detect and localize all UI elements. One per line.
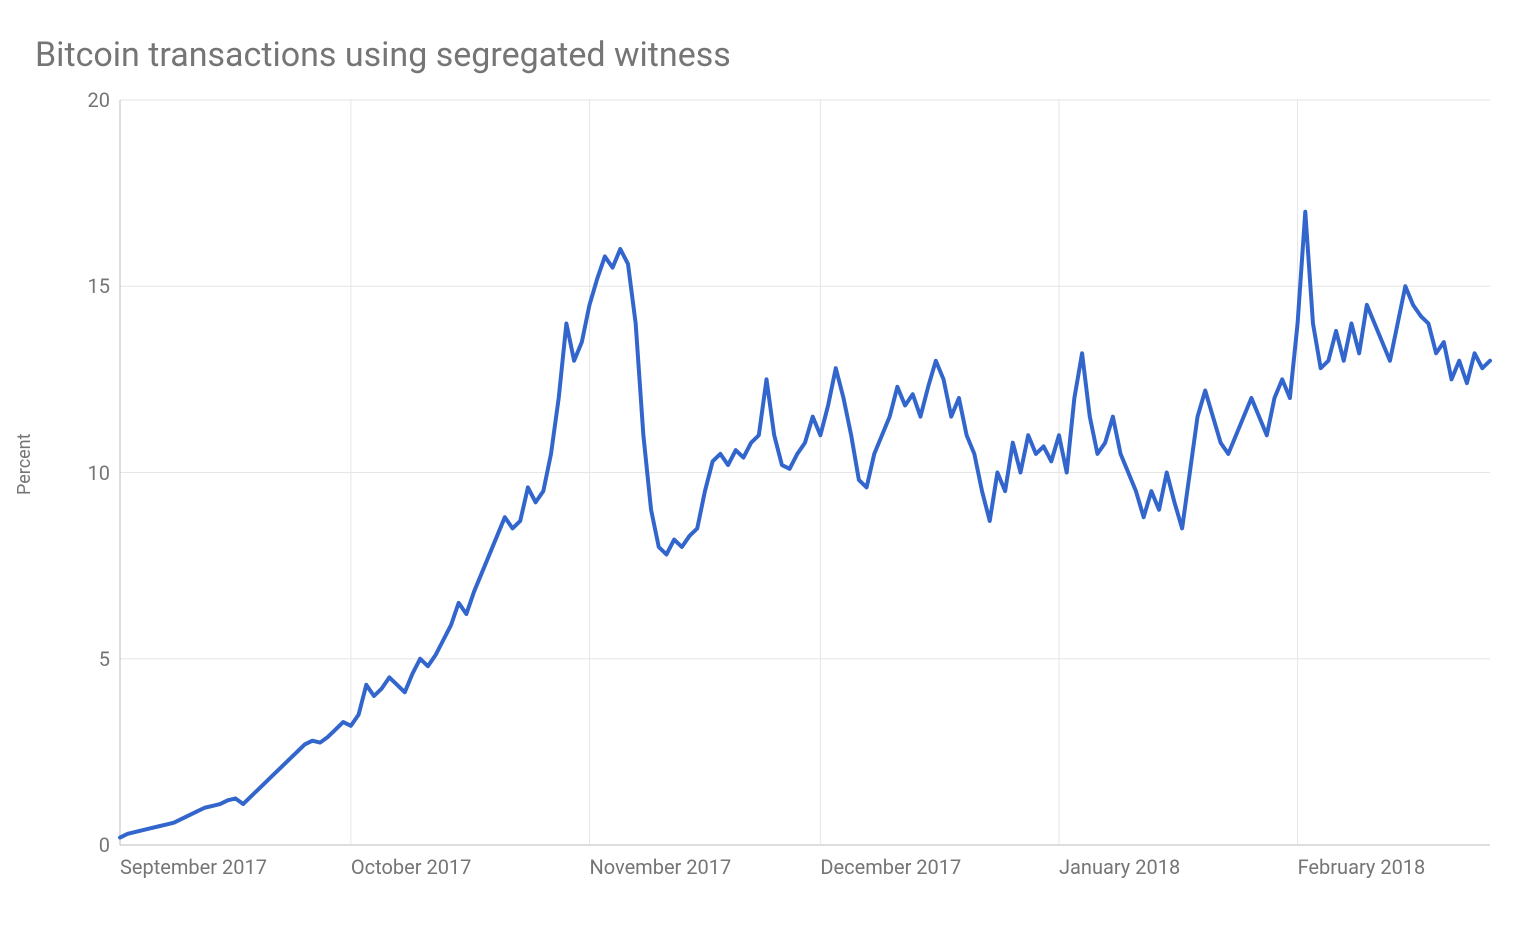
y-axis-label: Percent [14, 433, 35, 495]
y-tick-label: 10 [88, 461, 110, 485]
x-tick-label: September 2017 [120, 855, 267, 879]
y-tick-label: 5 [99, 647, 110, 671]
x-tick-label: December 2017 [820, 855, 961, 879]
y-tick-label: 15 [88, 274, 110, 298]
x-tick-label: February 2018 [1298, 855, 1426, 879]
x-tick-label: October 2017 [351, 855, 472, 879]
data-line [120, 212, 1490, 838]
x-tick-label: January 2018 [1059, 855, 1180, 879]
y-tick-label: 0 [99, 833, 110, 857]
x-tick-label: November 2017 [589, 855, 731, 879]
chart-plot-area [120, 100, 1490, 845]
chart-title: Bitcoin transactions using segregated wi… [35, 35, 731, 75]
y-tick-label: 20 [88, 88, 110, 112]
chart-svg [120, 100, 1490, 845]
